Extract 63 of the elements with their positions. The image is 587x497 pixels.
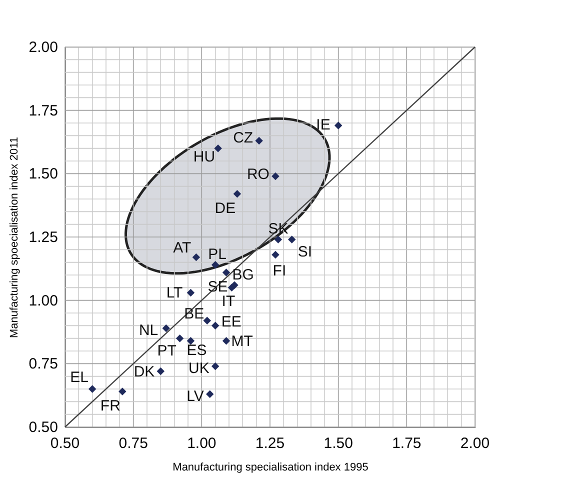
point [186,288,195,297]
annotation: SI [298,244,312,261]
x-tick-label: 1.25 [255,435,285,452]
point [118,388,126,396]
point [192,253,200,262]
annotation: EL [70,369,89,386]
annotation: PL [208,246,227,263]
x-tick-label: 0.75 [118,435,148,452]
point [272,250,280,259]
annotation: DK [134,363,155,380]
y-tick-label: 1.75 [28,102,58,120]
annotation: IE [316,116,330,134]
x-axis-title: Manufacturing specialisation index 1995 [172,462,368,474]
x-tick-label: 0.50 [50,435,80,452]
y-axis-title: Manufacturing spoecialisation index 2011 [8,137,20,338]
point [334,122,342,130]
y-tick-label: 1.25 [28,229,58,246]
annotation: LV [186,388,204,406]
annotation: IT [222,293,236,310]
point [230,281,238,290]
point [211,322,220,330]
point [274,236,282,244]
y-tick-label: 0.75 [28,356,58,373]
annotation: HU [193,148,216,166]
annotation: CZ [233,130,254,147]
annotation: PT [157,342,176,360]
point [211,260,220,269]
annotation: BG [232,266,254,284]
point [222,268,230,276]
point [222,336,230,345]
point [214,144,222,152]
annotation: LT [166,284,183,302]
x-tick-label: 1.50 [324,435,353,452]
x-tick-label: 1.00 [187,435,216,452]
point [88,385,96,393]
point [233,190,242,198]
point [203,316,212,324]
annotation: BE [184,306,204,323]
point [272,172,280,180]
annotation: NL [138,322,158,340]
x-tick-label: 2.00 [460,435,490,452]
annotation: DE [214,200,236,217]
annotation: MT [231,332,253,350]
annotation: FI [272,262,286,280]
annotation: EE [221,314,242,331]
point [206,390,214,398]
y-tick-label: 1.50 [28,166,58,183]
point [255,136,263,145]
point [186,336,195,345]
point [156,367,165,376]
y-tick-label: 1.00 [28,292,58,310]
point [211,362,220,370]
annotation: UK [188,360,210,378]
annotation: AT [173,239,192,256]
point [162,324,170,332]
x-tick-label: 1.75 [392,435,422,452]
annotation: ES [186,342,207,359]
y-tick-label: 0.50 [28,419,58,436]
annotation: FR [100,398,121,415]
annotation: RO [246,166,270,184]
point [176,334,184,342]
point [288,236,296,244]
y-tick-label: 2.00 [28,39,58,56]
